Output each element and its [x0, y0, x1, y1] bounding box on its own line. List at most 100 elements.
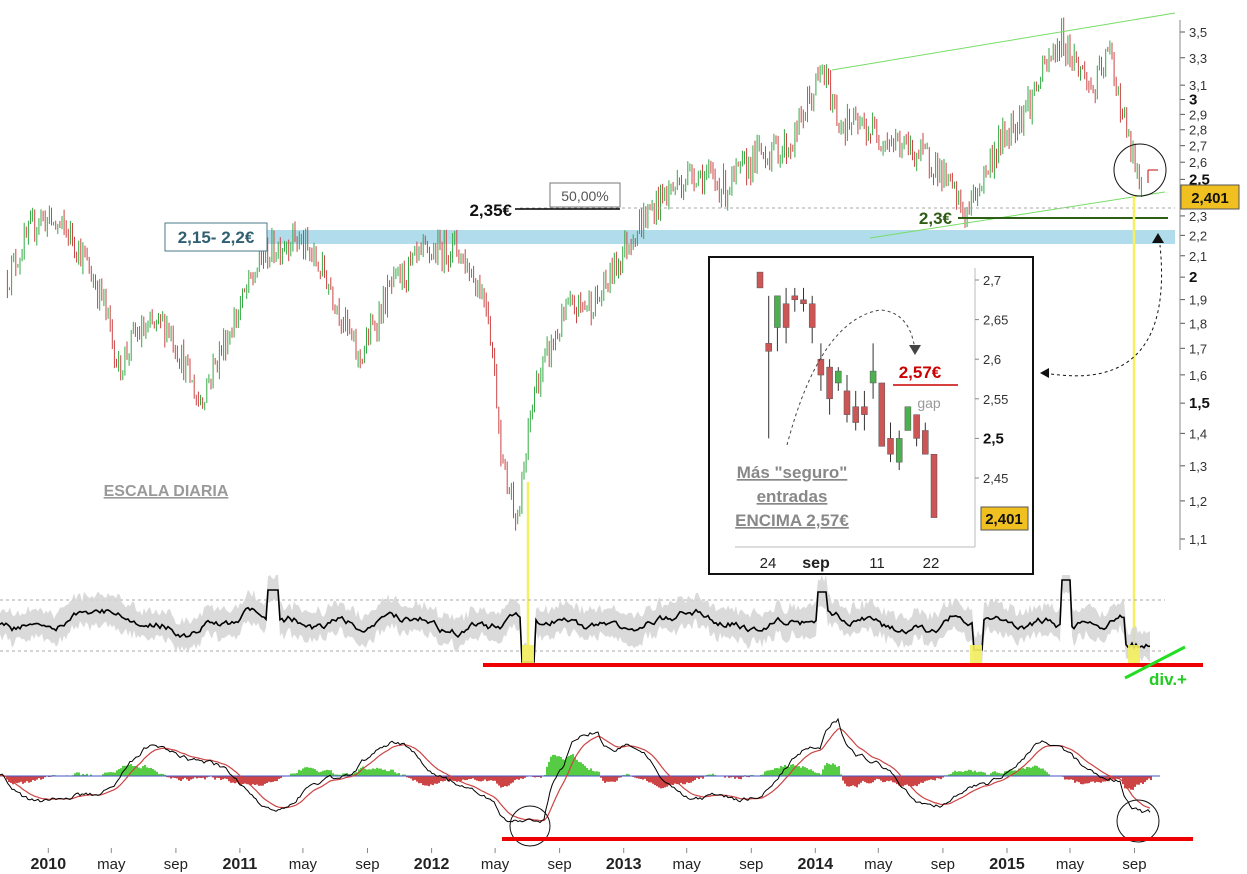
last-value-badge [1180, 184, 1240, 210]
macd-hist-bar [330, 770, 332, 776]
macd-hist-bar [634, 776, 636, 778]
macd-hist-bar [594, 771, 596, 776]
inset-x-tick-label: 22 [923, 555, 940, 572]
macd-hist-bar [416, 776, 418, 782]
macd-hist-bar [424, 776, 426, 786]
macd-hist-bar [852, 776, 854, 786]
macd-hist-bar [202, 776, 204, 778]
macd-hist-bar [114, 772, 116, 776]
x-tick-label: sep [1122, 856, 1146, 873]
macd-hist-bar [646, 776, 648, 781]
x-tick-label: 2015 [989, 856, 1025, 873]
macd-hist-bar [700, 776, 702, 778]
inset-candle-body [835, 370, 842, 384]
macd-hist-bar [1012, 770, 1014, 776]
macd-hist-bar [680, 776, 682, 783]
macd-hist-bar [484, 776, 486, 780]
macd-hist-bar [32, 776, 34, 780]
macd-hist-bar [182, 776, 184, 780]
osc-yellow-highlight-3 [1128, 645, 1140, 663]
price-y-tick-label: 1,5 [1189, 395, 1210, 412]
macd-hist-bar [662, 776, 664, 789]
macd-hist-bar [116, 770, 118, 776]
macd-hist-bar [368, 769, 370, 776]
macd-hist-bar [428, 776, 430, 787]
macd-hist-bar [980, 771, 982, 776]
inset-gap-label: gap [917, 395, 941, 411]
macd-hist-bar [390, 769, 392, 776]
macd-hist-bar [438, 776, 440, 783]
macd-hist-bar [652, 776, 654, 784]
macd-hist-bar [1098, 776, 1100, 783]
macd-hist-bar [42, 776, 44, 779]
macd-hist-bar [376, 767, 378, 776]
macd-hist-bar [1072, 776, 1074, 780]
macd-hist-bar [994, 771, 996, 776]
macd-hist-bar [1030, 767, 1032, 776]
macd-hist-bar [364, 768, 366, 776]
macd-hist-bar [846, 776, 848, 787]
macd-hist-bar [558, 756, 560, 776]
macd-hist-bar [420, 776, 422, 784]
osc-yellow-highlight-1 [522, 645, 534, 663]
macd-hist-bar [568, 756, 570, 776]
macd-hist-bar [1134, 776, 1136, 787]
macd-hist-bar [1024, 769, 1026, 776]
inset-y-tick-label: 2,45 [983, 471, 1008, 486]
price-y-tick-label: 2,1 [1189, 249, 1207, 264]
macd-hist-bar [1040, 768, 1042, 776]
macd-hist-bar [916, 776, 918, 787]
macd-hist-bar [1000, 773, 1002, 776]
last-value-label: 2,401 [1191, 190, 1229, 207]
macd-hist-bar [942, 776, 944, 778]
macd-hist-bar [304, 767, 306, 776]
macd-hist-bar [1082, 776, 1084, 785]
macd-hist-bar [858, 776, 860, 785]
price-y-tick-label: 1,4 [1189, 426, 1207, 441]
macd-hist-bar [328, 770, 330, 776]
macd-hist-bar [912, 776, 914, 787]
macd-hist-bar [410, 776, 412, 779]
scale-note: ESCALA DIARIA [104, 483, 229, 500]
macd-hist-bar [466, 776, 468, 780]
macd-hist-bar [576, 759, 578, 776]
inset-candle-body [861, 406, 868, 415]
macd-hist-bar [710, 774, 712, 776]
macd-hist-bar [868, 776, 870, 784]
macd-hist-bar [992, 771, 994, 776]
macd-panel [0, 717, 1193, 847]
macd-hist-bar [360, 767, 362, 776]
macd-hist-bar [936, 776, 938, 779]
macd-hist-bar [512, 776, 514, 783]
macd-hist-bar [448, 776, 450, 782]
macd-hist-bar [810, 769, 812, 776]
macd-hist-bar [496, 776, 498, 784]
macd-hist-bar [300, 770, 302, 776]
macd-hist-bar [540, 776, 542, 778]
macd-hist-bar [828, 763, 830, 776]
inset-y-tick-label: 2,7 [983, 273, 1001, 288]
inset-candle-body [887, 438, 894, 455]
macd-hist-bar [254, 776, 256, 785]
macd-hist-bar [446, 776, 448, 780]
arrowhead-inset [1040, 368, 1049, 378]
inset-y-tick-label: 2,55 [983, 392, 1008, 407]
macd-hist-bar [256, 776, 258, 785]
inset-y-tick-label: 2,5 [983, 430, 1004, 447]
macd-hist-bar [1022, 768, 1024, 776]
macd-hist-bar [690, 776, 692, 783]
price-y-tick-label: 2,8 [1189, 123, 1207, 138]
macd-hist-bar [800, 767, 802, 776]
macd-hist-bar [1116, 776, 1118, 779]
macd-hist-bar [24, 776, 26, 783]
macd-hist-bar [578, 762, 580, 776]
macd-hist-bar [336, 774, 338, 776]
macd-hist-bar [30, 776, 32, 782]
macd-hist-bar [906, 776, 908, 785]
macd-hist-bar [20, 776, 22, 782]
macd-hist-bar [398, 773, 400, 776]
macd-hist-bar [960, 771, 962, 776]
macd-hist-bar [238, 776, 240, 785]
macd-hist-bar [604, 776, 606, 783]
